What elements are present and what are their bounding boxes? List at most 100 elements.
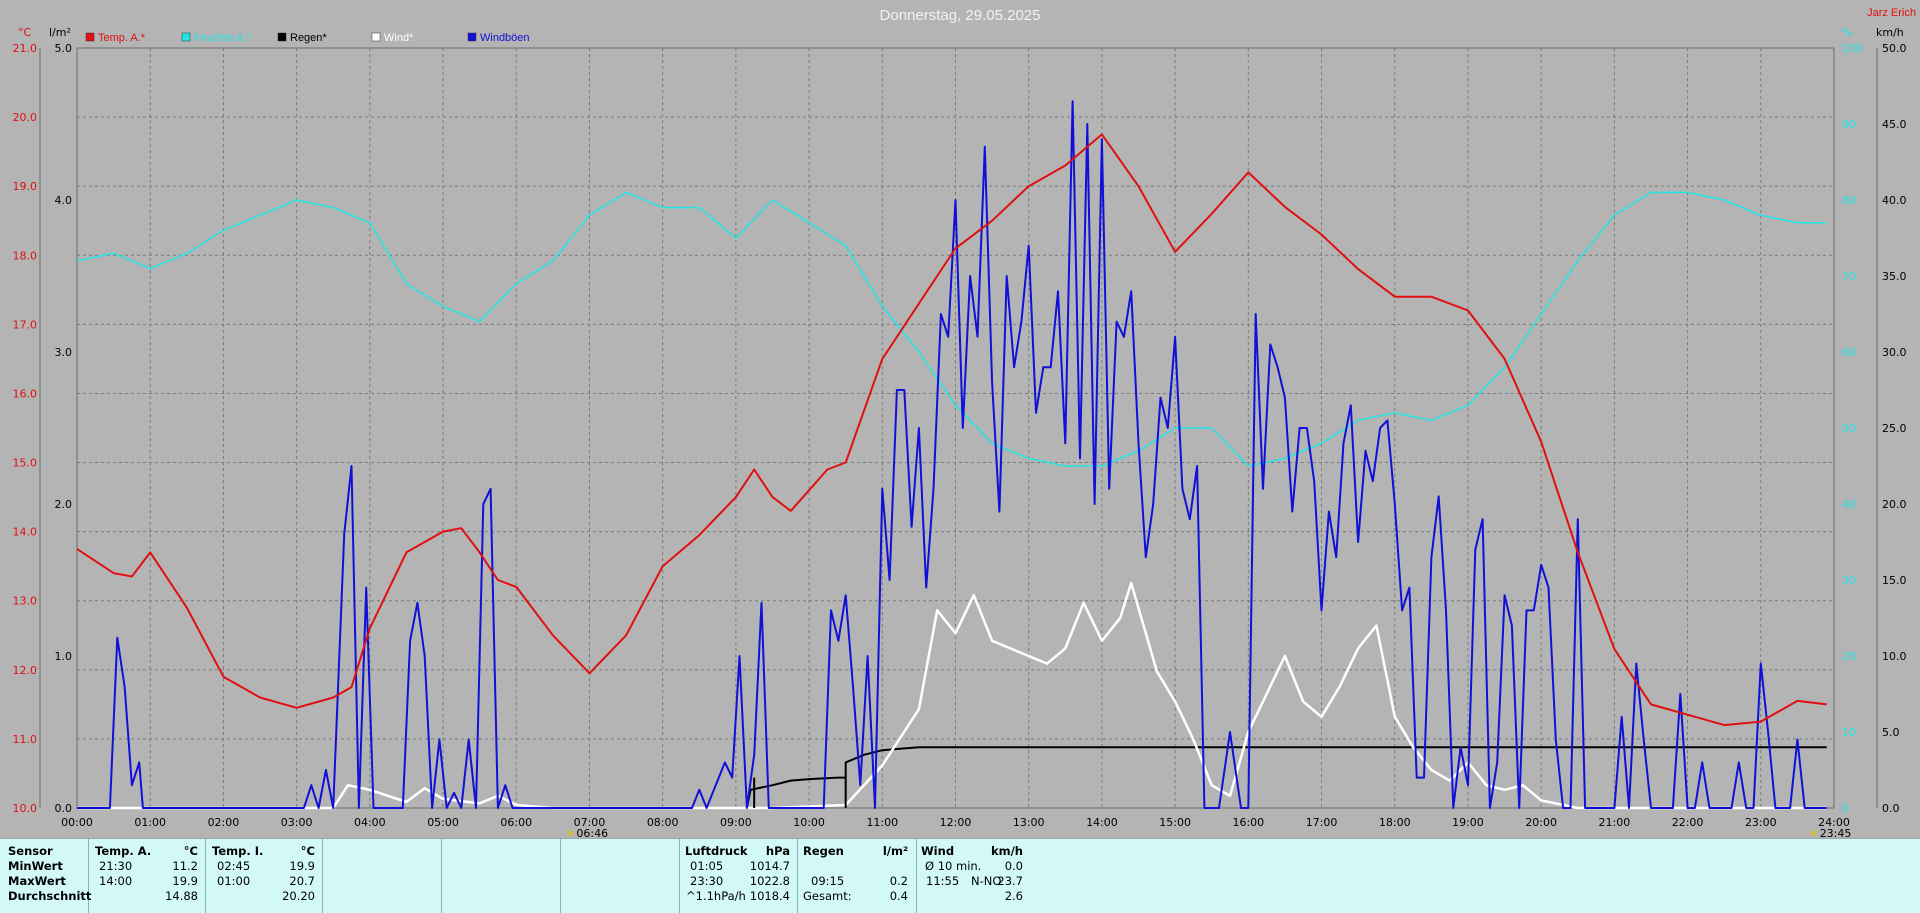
humidity-tick-label: 20 [1842,650,1856,663]
temp-tick-label: 14.0 [13,526,38,539]
time-tick-label: 01:00 [134,816,166,829]
legend-label: Regen* [290,32,327,44]
sunset-icon: ✳ [1809,827,1818,838]
series-line-temp-a- [76,133,1827,727]
temp-a-max-value: 19.9 [172,874,198,888]
max-row-label: MaxWert [8,874,66,888]
rain-tick-label: 0.0 [55,802,73,815]
chart-title: Donnerstag, 29.05.2025 [880,7,1041,24]
rain-tick-label: 3.0 [55,346,73,359]
temp-tick-label: 21.0 [13,42,38,55]
pressure-max-time: 23:30 [690,874,724,888]
humidity-tick-label: 0 [1842,802,1849,815]
legend-label: Windböen [480,32,530,44]
time-tick-label: 03:00 [281,816,313,829]
wind-tick-label: 0.0 [1882,802,1900,815]
time-tick-label: 24:00 [1818,816,1850,829]
series-line-windböen [77,100,1827,809]
rain-tick-label: 5.0 [55,42,73,55]
legend-swatch [181,32,191,42]
chart-legend: Temp. A.* Feuchte A.* Regen* Wind* Windböen [85,32,530,44]
temp-tick-label: 17.0 [13,318,38,331]
temp-i-min-time: 02:45 [217,859,251,873]
wind-tick-label: 40.0 [1882,194,1907,207]
temp-a-title: Temp. A. [95,844,152,858]
time-tick-label: 04:00 [354,816,386,829]
rain-total-value: 0.4 [889,889,908,903]
humidity-tick-label: 10 [1842,726,1856,739]
sunrise-time-label: 06:46 [576,827,608,838]
rain-unit-label: l/m² [49,26,71,39]
time-tick-label: 10:00 [793,816,825,829]
time-tick-label: 19:00 [1452,816,1484,829]
pressure-title: Luftdruck [685,844,748,858]
legend-swatch [277,32,287,42]
humidity-tick-label: 40 [1842,498,1856,511]
weather-chart: Donnerstag, 29.05.2025 Jarz Erich °C l/m… [13,7,1917,838]
wind-title: Wind [921,844,955,858]
rain-max-value: 0.2 [889,874,908,888]
statistics-panel: Sensor MinWert MaxWert Durchschnitt Temp… [0,838,1920,913]
wind-max-time: 11:55 [926,874,960,888]
time-tick-label: 09:00 [720,816,752,829]
humidity-tick-label: 50 [1842,422,1856,435]
time-tick-label: 23:00 [1745,816,1777,829]
temp-i-unit: °C [300,844,315,858]
rain-tick-label: 1.0 [55,650,73,663]
pressure-unit: hPa [765,844,790,858]
wind-max-direction: N-NO [971,874,1002,888]
wind-avg10-value: 0.0 [1004,859,1023,873]
temp-tick-label: 16.0 [13,387,38,400]
chart-axes: 10.0 11.0 12.0 13.0 14.0 15.0 16.0 17.0 18.0 19.0… [13,42,1907,829]
time-tick-label: 14:00 [1086,816,1118,829]
rain-tick-label: 2.0 [55,498,73,511]
temp-tick-label: 18.0 [13,249,38,262]
avg-row-label: Durchschnitt [8,889,92,903]
rain-unit: l/m² [882,844,908,858]
wind-tick-label: 45.0 [1882,118,1907,131]
humidity-tick-label: 100 [1842,42,1863,55]
legend-label: Wind* [384,32,414,44]
humidity-tick-label: 30 [1842,574,1856,587]
rain-title: Regen [803,844,844,858]
temp-a-min-value: 11.2 [172,859,198,873]
wind-tick-label: 15.0 [1882,574,1907,587]
time-tick-label: 20:00 [1525,816,1557,829]
temp-a-average: 14.88 [165,889,198,903]
temp-i-min-value: 19.9 [289,859,315,873]
pressure-min-value: 1014.7 [749,859,790,873]
series-line-feuchte-a- [76,191,1827,467]
temp-tick-label: 10.0 [13,802,38,815]
sunset-time-label: 23:45 [1820,827,1852,838]
pressure-max-value: 1022.8 [749,874,790,888]
time-tick-label: 12:00 [940,816,972,829]
wind-tick-label: 20.0 [1882,498,1907,511]
pressure-average: 1018.4 [749,889,790,903]
temp-i-max-value: 20.7 [289,874,315,888]
rain-tick-label: 4.0 [55,194,73,207]
time-tick-label: 17:00 [1306,816,1338,829]
pressure-min-time: 01:05 [690,859,724,873]
humidity-tick-label: 90 [1842,118,1856,131]
sunrise-icon: ✳ [566,827,575,838]
min-row-label: MinWert [8,859,63,873]
series-line-wind- [77,581,1827,810]
wind-unit-label: km/h [1876,26,1904,39]
wind-unit: km/h [990,844,1023,858]
legend-swatch [371,32,381,42]
series-line-regen- [745,746,1827,809]
temp-tick-label: 20.0 [13,111,38,124]
time-tick-label: 05:00 [427,816,459,829]
sensor-header: Sensor [8,844,53,858]
time-tick-label: 02:00 [208,816,240,829]
humidity-tick-label: 80 [1842,194,1856,207]
wind-tick-label: 35.0 [1882,270,1907,283]
wind-average: 2.6 [1004,889,1023,903]
pressure-trend-label: ^1.1hPa/h [686,889,746,903]
legend-label: Temp. A.* [98,32,146,44]
temp-tick-label: 19.0 [13,180,38,193]
time-tick-label: 21:00 [1599,816,1631,829]
temp-a-min-time: 21:30 [99,859,133,873]
wind-tick-label: 50.0 [1882,42,1907,55]
time-tick-label: 06:00 [500,816,532,829]
